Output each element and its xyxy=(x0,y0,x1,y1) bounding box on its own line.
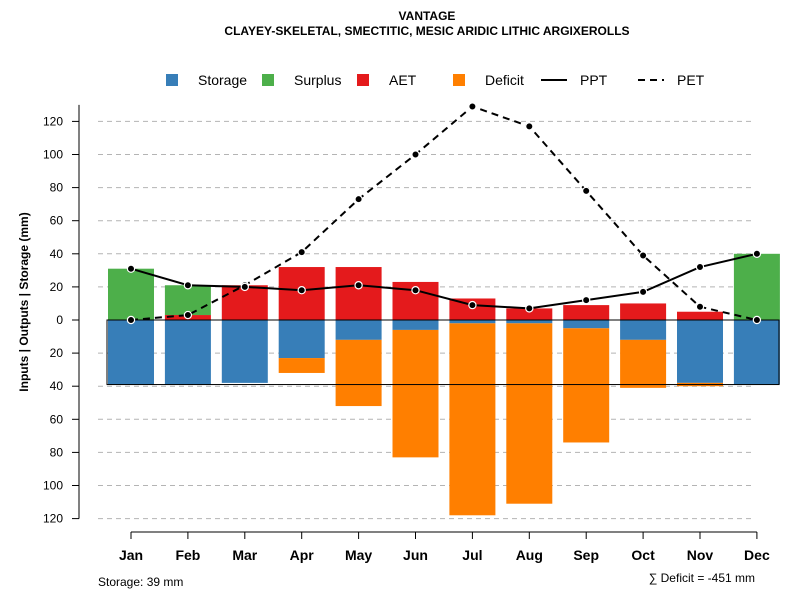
x-tick-label: May xyxy=(345,547,372,563)
storage-bar xyxy=(278,320,325,359)
legend-storage-label: Storage xyxy=(198,72,247,88)
storage-bar xyxy=(392,320,439,330)
x-tick-label: Aug xyxy=(516,547,543,563)
legend-ppt-label: PPT xyxy=(580,72,608,88)
ppt-point xyxy=(695,262,705,272)
y-tick-label: 80 xyxy=(50,181,64,195)
x-tick-label: Apr xyxy=(290,547,315,563)
legend: Storage Surplus AET Deficit PPT PET xyxy=(166,72,705,88)
storage-bar xyxy=(733,320,780,385)
pet-point xyxy=(297,247,306,257)
ppt-point xyxy=(468,300,477,310)
deficit-footnote: ∑ Deficit = -451 mm xyxy=(649,571,755,585)
storage-bar xyxy=(221,320,268,383)
ppt-point xyxy=(411,286,420,295)
deficit-bar xyxy=(392,329,439,458)
y-tick-label: 0 xyxy=(56,313,63,327)
ppt-point xyxy=(638,287,648,297)
storage-bar xyxy=(563,320,610,329)
deficit-bar xyxy=(620,339,667,388)
aet-bar xyxy=(620,303,667,320)
legend-aet-label: AET xyxy=(389,72,417,88)
y-tick-label: 40 xyxy=(50,379,64,393)
x-tick-label: Feb xyxy=(175,547,200,563)
storage-bar xyxy=(620,320,667,340)
ppt-line xyxy=(130,252,758,310)
chart-subtitle: CLAYEY-SKELETAL, SMECTITIC, MESIC ARIDIC… xyxy=(224,24,629,38)
surplus-bar xyxy=(164,285,211,316)
aet-bar xyxy=(563,305,610,320)
storage-capacity-box xyxy=(106,319,780,386)
y-tick-label: 60 xyxy=(50,412,64,426)
x-tick-label: Jan xyxy=(119,547,143,563)
x-tick-label: Dec xyxy=(744,547,770,563)
legend-surplus-swatch xyxy=(262,74,274,86)
legend-surplus-label: Surplus xyxy=(294,72,341,88)
pet-point xyxy=(582,186,591,196)
deficit-bar xyxy=(335,339,382,407)
deficit-bar xyxy=(449,323,496,516)
axes: 120 100 80 60 40 20 0 20 40 60 80 100 120 Jan Feb Mar Ap… xyxy=(43,104,770,563)
legend-deficit-label: Deficit xyxy=(485,72,524,88)
y-tick-label: 120 xyxy=(43,114,63,128)
surplus-bar xyxy=(108,268,154,320)
legend-aet-swatch xyxy=(357,74,369,86)
pet-point xyxy=(468,102,477,111)
storage-bar xyxy=(335,320,382,340)
x-tick-label: Nov xyxy=(687,547,714,563)
storage-bar xyxy=(449,320,496,324)
y-tick-label: 100 xyxy=(43,148,63,162)
aet-bar xyxy=(677,311,723,320)
ppt-point xyxy=(582,295,591,305)
aet-bar xyxy=(506,308,553,320)
deficit-bar xyxy=(278,358,325,373)
ppt-point xyxy=(240,282,249,292)
x-tick-label: Jul xyxy=(462,547,482,563)
storage-bar xyxy=(677,320,723,383)
storage-bar xyxy=(506,320,553,324)
pet-point xyxy=(354,194,363,204)
x-tick-label: Sep xyxy=(573,547,599,563)
pet-point xyxy=(411,150,420,159)
x-tick-label: Oct xyxy=(631,547,655,563)
x-tick-label: Jun xyxy=(403,547,428,563)
legend-storage-swatch xyxy=(166,74,178,86)
ppt-point xyxy=(752,249,762,258)
pet-point xyxy=(752,315,762,325)
pet-point xyxy=(695,302,705,311)
y-tick-label: 40 xyxy=(50,247,64,261)
ppt-point xyxy=(297,286,306,295)
lines xyxy=(126,102,762,325)
ppt-point xyxy=(354,281,363,290)
ppt-point xyxy=(183,281,193,290)
y-tick-label: 20 xyxy=(50,346,64,360)
storage-bar xyxy=(164,320,211,385)
y-tick-label: 60 xyxy=(50,214,64,228)
bars xyxy=(106,253,780,516)
y-axis-label: Inputs | Outputs | Storage (mm) xyxy=(17,212,31,391)
storage-bar xyxy=(108,320,154,385)
chart-title: VANTAGE xyxy=(399,9,456,23)
pet-point xyxy=(183,310,193,320)
ppt-point xyxy=(126,264,136,273)
pet-point xyxy=(638,251,648,260)
aet-bar xyxy=(335,267,382,320)
y-tick-label: 100 xyxy=(43,479,63,493)
pet-point xyxy=(525,122,534,131)
y-tick-label: 20 xyxy=(50,280,64,294)
legend-deficit-swatch xyxy=(453,74,465,86)
y-tick-label: 80 xyxy=(50,445,64,459)
y-tick-label: 120 xyxy=(43,512,63,526)
pet-point xyxy=(126,315,136,325)
ppt-point xyxy=(525,304,534,313)
deficit-bar xyxy=(506,323,553,504)
storage-footnote: Storage: 39 mm xyxy=(98,575,183,589)
x-tick-label: Mar xyxy=(232,547,257,563)
pet-line xyxy=(130,105,758,321)
legend-pet-label: PET xyxy=(677,72,705,88)
deficit-bar xyxy=(563,328,610,443)
surplus-bar xyxy=(733,253,780,320)
